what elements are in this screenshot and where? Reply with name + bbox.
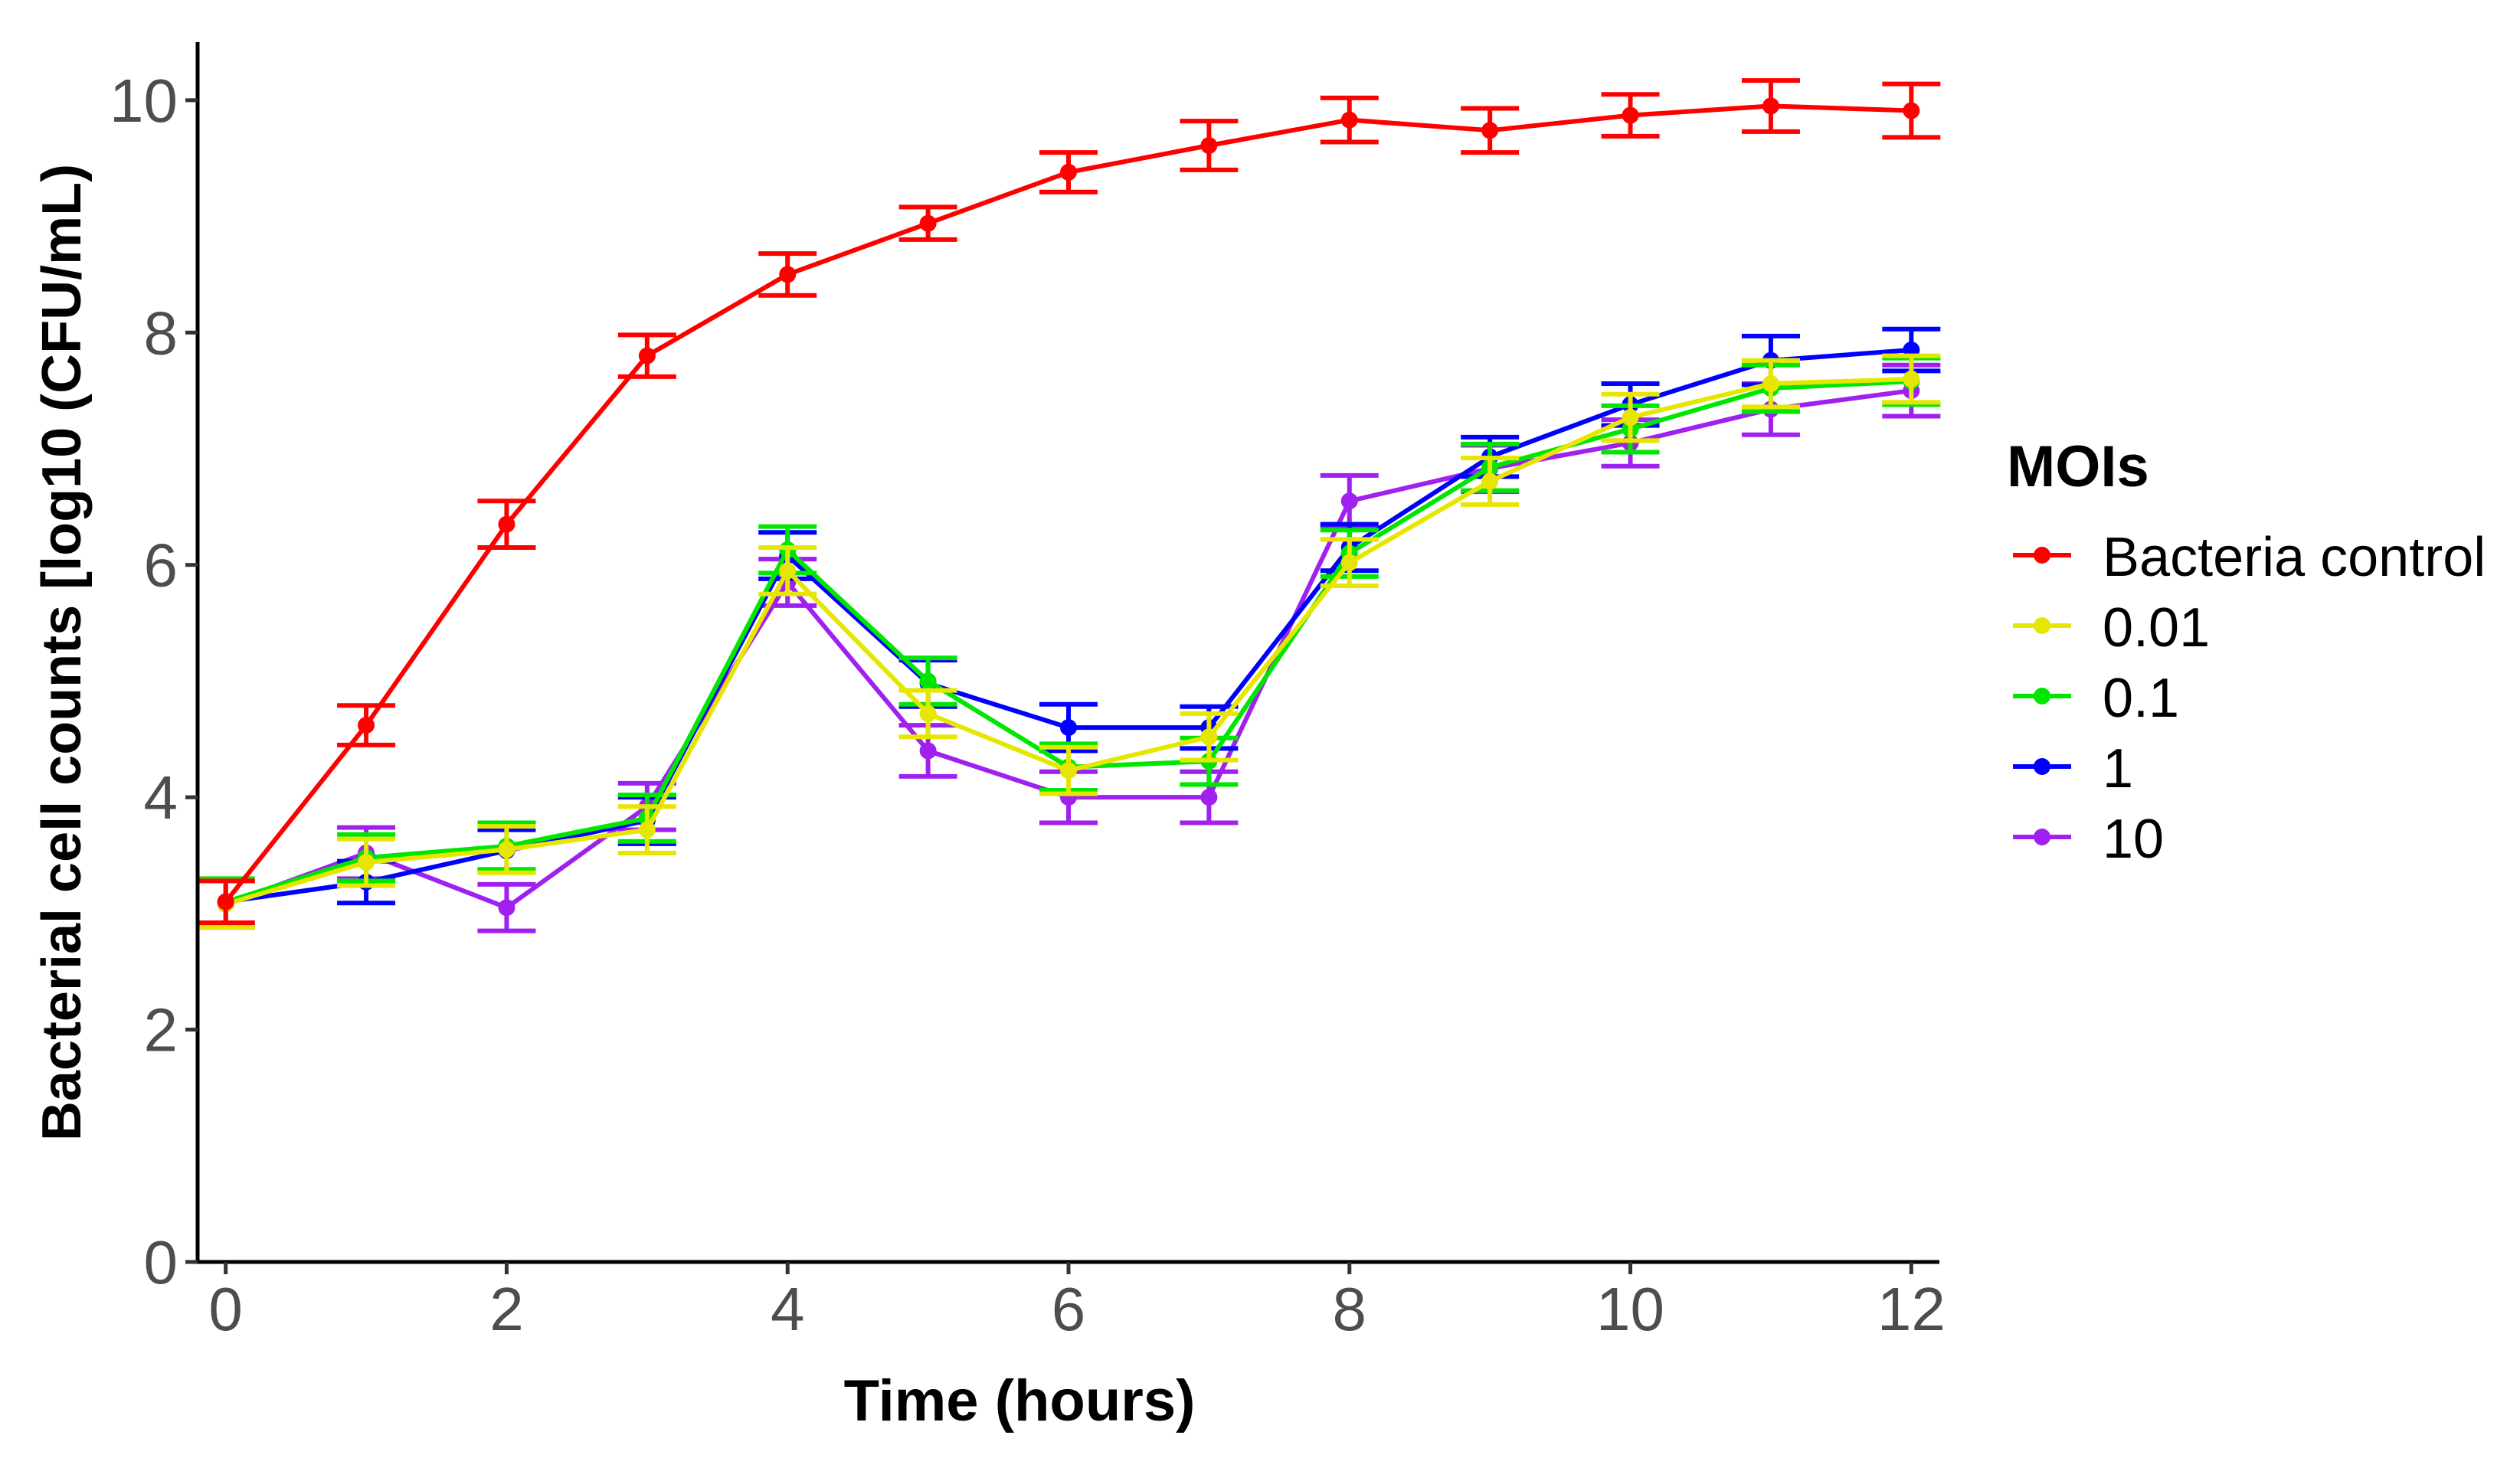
data-point <box>1622 106 1639 124</box>
data-point <box>1481 472 1499 490</box>
data-point <box>1903 370 1920 387</box>
y-tick-label: 2 <box>144 996 178 1064</box>
data-point <box>1762 97 1779 115</box>
data-point <box>1060 163 1077 181</box>
series-layer <box>196 78 1941 933</box>
legend-key-point <box>2034 829 2050 845</box>
series-3 <box>196 326 1941 925</box>
legend-label: Bacteria control <box>2103 527 2486 588</box>
data-point <box>358 854 375 871</box>
legend-item: 10 <box>2013 809 2164 870</box>
legend-title: MOIs <box>2007 434 2149 499</box>
data-point <box>1903 102 1920 119</box>
series-4 <box>196 362 1941 933</box>
legend-item: 0.1 <box>2013 668 2179 729</box>
data-point <box>1340 554 1358 571</box>
data-point <box>919 704 937 722</box>
legend-item: Bacteria control <box>2013 527 2486 588</box>
legend-key-point <box>2034 758 2050 775</box>
data-point <box>1200 728 1218 746</box>
y-ticks: 0 2 4 6 8 10 <box>110 67 198 1296</box>
data-point <box>498 899 515 917</box>
data-point <box>1481 122 1499 139</box>
data-point <box>1060 762 1077 780</box>
data-point <box>919 742 937 760</box>
y-tick-label: 4 <box>144 763 178 832</box>
x-tick-label: 10 <box>1596 1275 1664 1343</box>
legend-key-point <box>2034 688 2050 704</box>
data-point <box>1200 137 1218 155</box>
data-point <box>1060 719 1077 737</box>
data-point <box>919 672 937 690</box>
x-tick-label: 12 <box>1877 1275 1946 1343</box>
data-point <box>1762 375 1779 393</box>
data-point <box>358 717 375 734</box>
series-1 <box>196 353 1941 930</box>
legend-label: 0.01 <box>2103 597 2210 659</box>
x-axis-title: Time (hours) <box>844 1368 1196 1433</box>
x-tick-label: 0 <box>208 1275 243 1343</box>
legend-label: 10 <box>2103 809 2164 870</box>
y-tick-label: 10 <box>110 67 178 135</box>
legend-key-point <box>2034 617 2050 634</box>
series-0 <box>196 78 1941 925</box>
x-tick-label: 6 <box>1052 1275 1086 1343</box>
data-point <box>779 266 797 283</box>
y-tick-label: 6 <box>144 531 178 600</box>
data-point <box>498 841 515 858</box>
data-point <box>1200 789 1218 806</box>
y-axis-title: Bacterial cell counts [log10 (CFU/mL) <box>31 164 93 1141</box>
data-point <box>1340 492 1358 510</box>
legend-item: 0.01 <box>2013 597 2210 659</box>
legend-key-point <box>2034 547 2050 564</box>
legend-item: 1 <box>2013 738 2133 799</box>
legend-label: 1 <box>2103 738 2133 799</box>
data-point <box>1340 111 1358 129</box>
data-point <box>638 821 656 839</box>
series-2 <box>196 355 1941 928</box>
data-point <box>217 893 234 910</box>
data-point <box>779 562 797 580</box>
x-tick-label: 2 <box>489 1275 524 1343</box>
data-point <box>1622 409 1639 427</box>
x-ticks: 0 2 4 6 8 10 12 <box>208 1262 1946 1343</box>
x-tick-label: 4 <box>771 1275 805 1343</box>
legend: MOIs Bacteria control 0.01 0.1 1 10 <box>2007 434 2486 870</box>
y-tick-label: 0 <box>144 1228 178 1296</box>
legend-label: 0.1 <box>2103 668 2179 729</box>
x-tick-label: 8 <box>1333 1275 1367 1343</box>
data-point <box>638 347 656 364</box>
data-point <box>498 515 515 533</box>
data-point <box>919 214 937 232</box>
y-tick-label: 8 <box>144 299 178 367</box>
